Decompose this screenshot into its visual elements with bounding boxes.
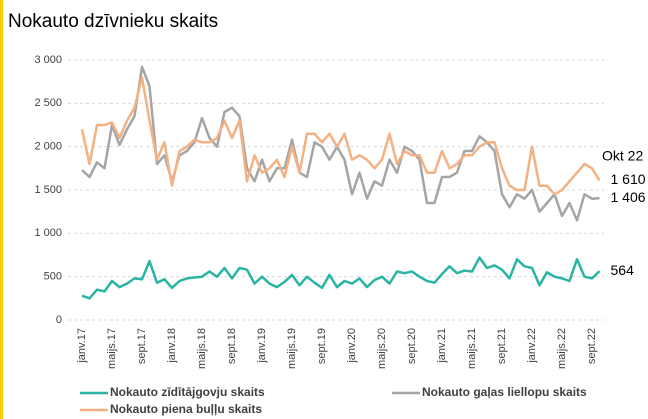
legend-label: Nokauto gaļas liellopu skaits xyxy=(422,385,587,399)
y-tick-label: 1 000 xyxy=(34,227,62,239)
x-tick-label: sept.22 xyxy=(586,328,598,364)
chart-title: Nokauto dzīvnieku skaits xyxy=(8,11,218,32)
legend-label: Nokauto piena buļļu skaits xyxy=(110,402,262,416)
x-tick-label: janv.17 xyxy=(76,328,88,364)
x-tick-label: janv.18 xyxy=(166,328,178,364)
value-label: 564 xyxy=(611,262,635,278)
y-tick-label: 1 500 xyxy=(34,184,62,196)
y-tick-label: 2 500 xyxy=(34,97,62,109)
x-tick-label: sept.21 xyxy=(496,328,508,364)
x-tick-label: maijs.20 xyxy=(376,328,388,369)
legend-label: Nokauto zīdītājgovju skaits xyxy=(110,385,265,399)
value-label: 1 610 xyxy=(611,171,646,187)
y-tick-label: 0 xyxy=(56,314,62,326)
y-tick-label: 2 000 xyxy=(34,141,62,153)
x-tick-label: maijs.18 xyxy=(196,328,208,369)
series-line xyxy=(81,65,600,222)
series-line xyxy=(81,256,601,300)
y-tick-label: 3 000 xyxy=(34,54,62,66)
x-tick-label: maijs.17 xyxy=(106,328,118,369)
series-line xyxy=(80,76,601,196)
x-tick-label: sept.19 xyxy=(316,328,328,364)
value-label: 1 406 xyxy=(611,189,646,205)
x-tick-label: maijs.19 xyxy=(286,328,298,369)
x-tick-label: janv.22 xyxy=(526,328,538,364)
x-tick-label: maijs.22 xyxy=(556,328,568,369)
y-tick-label: 500 xyxy=(44,271,62,283)
x-tick-label: janv.19 xyxy=(256,328,268,364)
x-tick-label: sept.18 xyxy=(226,328,238,364)
x-tick-label: sept.20 xyxy=(406,328,418,364)
x-tick-label: sept.17 xyxy=(136,328,148,364)
x-tick-label: maijs.21 xyxy=(466,328,478,369)
side-strip xyxy=(0,0,3,419)
annotation: Okt 22 xyxy=(602,148,643,164)
x-tick-label: janv.21 xyxy=(436,328,448,364)
x-tick-label: janv.20 xyxy=(346,328,358,364)
